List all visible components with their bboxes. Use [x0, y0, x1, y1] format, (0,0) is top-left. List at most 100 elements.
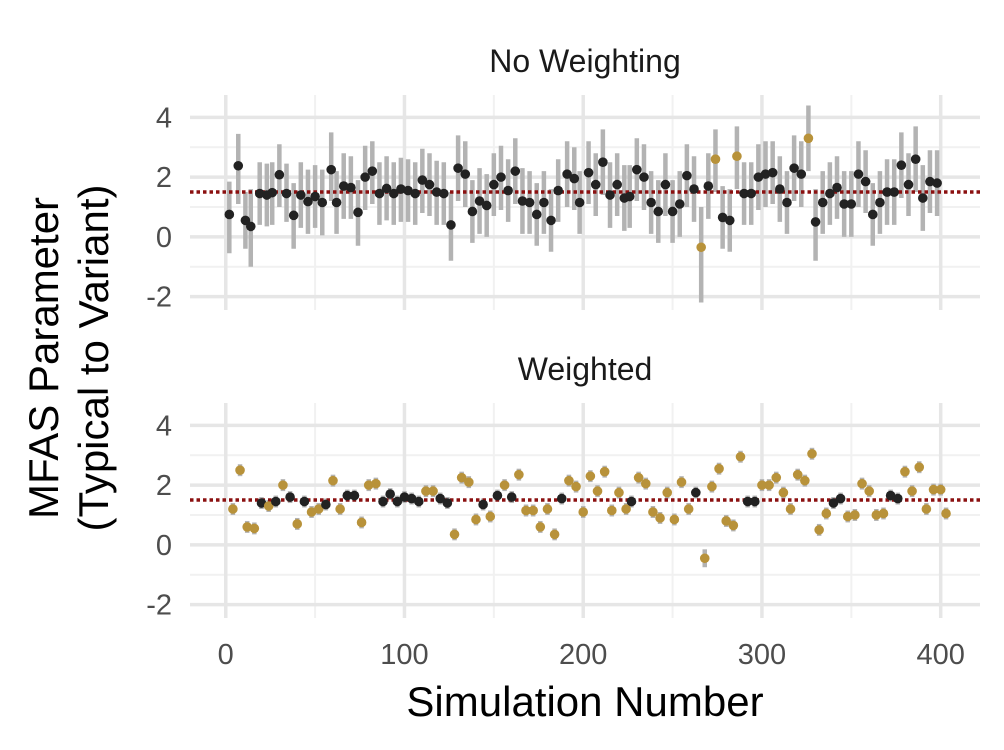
data-point: [721, 516, 731, 526]
y-tick-label: 2: [156, 470, 172, 502]
data-point: [281, 188, 292, 199]
y-tick-label: -2: [146, 590, 172, 622]
data-point: [696, 242, 706, 253]
data-point: [371, 478, 381, 489]
data-point: [592, 486, 603, 496]
data-point: [928, 484, 939, 495]
data-point: [689, 184, 699, 194]
data-point: [535, 522, 546, 532]
data-point: [742, 496, 753, 507]
data-point: [655, 513, 665, 523]
data-point: [714, 463, 724, 474]
data-point: [757, 480, 767, 490]
data-point: [528, 505, 538, 516]
data-point: [489, 179, 499, 190]
data-point: [367, 166, 378, 176]
data-point: [878, 508, 889, 519]
data-point: [410, 188, 421, 199]
data-point: [646, 197, 656, 208]
data-point: [378, 496, 388, 507]
x-axis-title: Simulation Number: [406, 678, 763, 725]
data-point: [857, 478, 867, 489]
data-point: [428, 486, 438, 496]
data-point: [749, 496, 760, 507]
data-point: [583, 167, 594, 178]
data-point: [374, 188, 385, 199]
data-point: [388, 188, 399, 199]
data-point: [914, 462, 925, 473]
y-tick-label: 4: [156, 410, 172, 442]
data-point: [624, 191, 635, 202]
panel-title: No Weighting: [489, 43, 681, 79]
x-tick-label: 400: [916, 639, 964, 671]
data-point: [585, 471, 596, 481]
data-point: [399, 492, 410, 502]
data-point: [381, 183, 392, 194]
data-point: [598, 157, 608, 167]
data-point: [889, 187, 900, 197]
data-point: [245, 221, 256, 232]
data-point: [621, 504, 631, 514]
data-point: [578, 507, 589, 517]
data-point: [807, 448, 817, 459]
data-point: [288, 210, 299, 221]
data-point: [499, 480, 510, 490]
data-point: [564, 475, 574, 486]
data-point: [789, 163, 799, 173]
data-point: [626, 496, 637, 507]
data-point: [590, 179, 601, 190]
data-point: [614, 487, 624, 498]
data-point: [846, 199, 857, 209]
data-point: [925, 176, 935, 187]
data-point: [699, 553, 710, 564]
panel-no-weighting: No Weighting -2 0 2 4: [146, 43, 980, 314]
data-point: [903, 179, 914, 190]
data-point: [524, 197, 535, 208]
data-point: [760, 169, 771, 179]
data-point: [326, 164, 336, 175]
y-axis-title-line-2: (Typical to Variant): [70, 184, 117, 531]
data-point: [842, 511, 853, 522]
data-point: [299, 496, 310, 507]
data-point: [292, 519, 303, 529]
data-point: [431, 187, 442, 197]
data-point: [571, 481, 581, 492]
data-point: [503, 185, 513, 196]
data-point: [514, 469, 524, 480]
data-point: [778, 487, 789, 498]
data-point: [439, 188, 449, 199]
data-point: [703, 181, 714, 191]
data-point: [549, 529, 560, 540]
data-point: [517, 196, 528, 206]
data-point: [892, 493, 903, 504]
data-points: [224, 133, 942, 253]
data-point: [485, 511, 496, 522]
data-point: [764, 480, 774, 490]
data-point: [328, 475, 338, 486]
x-tick-label: 0: [218, 639, 234, 671]
x-axis-tick-labels: 0 100 200 300 400: [218, 639, 965, 671]
data-point: [474, 196, 485, 206]
data-point: [456, 472, 467, 483]
data-point: [792, 469, 803, 480]
data-point: [691, 487, 701, 498]
data-point: [921, 504, 932, 514]
data-point: [539, 197, 549, 208]
data-point: [724, 215, 735, 226]
data-point: [941, 508, 951, 519]
data-point: [900, 466, 910, 477]
y-tick-label: 4: [156, 102, 172, 134]
data-point: [313, 504, 324, 514]
data-point: [785, 504, 796, 514]
x-tick-label: 200: [559, 639, 607, 671]
data-point: [839, 199, 849, 209]
data-point: [682, 170, 692, 181]
data-point: [669, 514, 680, 525]
data-point: [274, 169, 285, 180]
data-point: [353, 207, 363, 218]
data-point: [871, 510, 882, 520]
data-point: [660, 179, 671, 190]
data-point: [449, 529, 460, 540]
data-point: [478, 499, 488, 510]
